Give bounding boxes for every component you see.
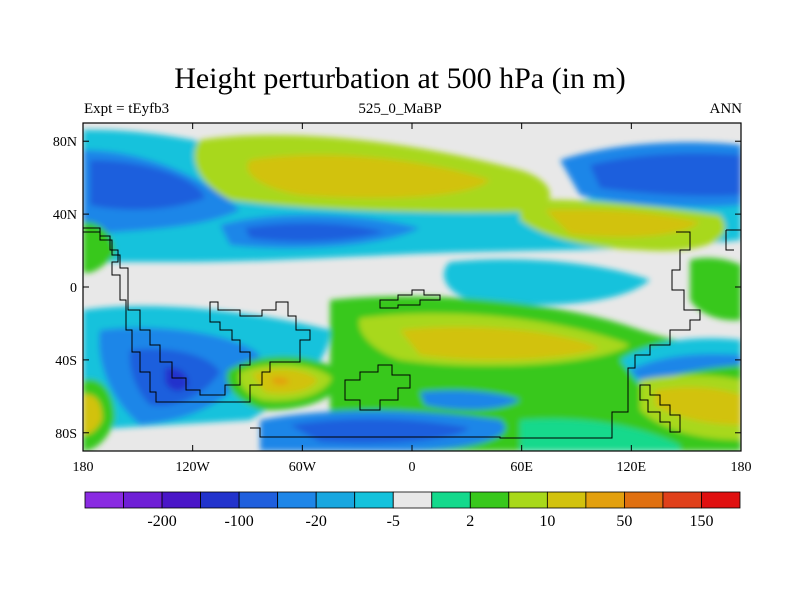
x-tick-label: 180: [73, 460, 94, 475]
colorbar-swatch: [469, 491, 510, 509]
contour-region: [83, 394, 103, 435]
contour-region: [420, 390, 520, 410]
colorbar-swatch: [277, 491, 317, 509]
contour-region: [655, 387, 741, 425]
colorbar-swatch: [431, 491, 471, 509]
contour-region: [272, 377, 290, 385]
coastline: [639, 384, 681, 433]
colorbar-swatch: [546, 491, 587, 509]
contour-region: [520, 418, 680, 451]
period-label: 525_0_MaBP: [358, 101, 442, 117]
contour-region: [245, 223, 385, 242]
x-tick-label: 120E: [617, 460, 647, 475]
x-tick-label: 120W: [176, 460, 211, 475]
x-tick-label: 0: [409, 460, 416, 475]
colorbar-label: -20: [306, 513, 327, 530]
colorbar-swatch: [701, 491, 741, 509]
experiment-label: Expt = tEyfb3: [84, 101, 170, 117]
contour-region: [90, 160, 205, 210]
contour-region: [247, 154, 490, 199]
x-axis: 180 120W 60W 0 60E 120E 180: [73, 123, 752, 475]
y-tick-label: 80S: [55, 427, 77, 442]
colorbar-swatch: [315, 491, 356, 509]
contour-region: [165, 367, 189, 391]
colorbar-label: -5: [387, 513, 400, 530]
colorbar-label: -200: [147, 513, 176, 530]
coastline: [250, 231, 701, 439]
contour-region: [444, 259, 650, 305]
coastline: [83, 227, 311, 403]
colorbar-swatch: [123, 491, 163, 509]
colorbar-swatch: [161, 491, 201, 509]
contour-region: [545, 209, 700, 238]
coastline: [725, 229, 741, 251]
contour-field: [83, 129, 741, 451]
season-label: ANN: [709, 101, 743, 117]
y-tick-label: 40S: [55, 354, 77, 369]
x-tick-label: 60E: [510, 460, 533, 475]
x-tick-label: 180: [731, 460, 752, 475]
colorbar: -200 -100 -20 -5 2 10 50 150: [84, 491, 741, 530]
colorbar-label: 50: [616, 513, 632, 530]
contour-region: [690, 257, 741, 321]
coastline: [344, 364, 411, 411]
colorbar-swatch: [238, 491, 279, 509]
colorbar-swatch: [354, 491, 394, 509]
colorbar-swatch: [662, 491, 702, 509]
coastline: [379, 289, 441, 309]
colorbar-swatch: [392, 491, 433, 509]
colorbar-label: 150: [689, 513, 713, 530]
colorbar-swatch: [508, 491, 548, 509]
y-tick-label: 0: [70, 281, 77, 296]
contour-region: [400, 326, 600, 360]
plot-title: Height perturbation at 500 hPa (in m): [174, 62, 626, 95]
y-axis: 80N 40N 0 40S 80S: [53, 135, 741, 442]
y-tick-label: 40N: [53, 208, 77, 223]
colorbar-label: -100: [224, 513, 253, 530]
colorbar-swatch: [624, 491, 664, 509]
colorbar-label: 2: [466, 513, 474, 530]
contour-region: [83, 221, 115, 273]
x-tick-label: 60W: [289, 460, 317, 475]
colorbar-label: 10: [539, 513, 555, 530]
colorbar-swatch: [84, 491, 124, 509]
colorbar-swatch: [585, 491, 625, 509]
y-tick-label: 80N: [53, 135, 77, 150]
colorbar-swatch: [200, 491, 240, 509]
continent-outlines: [83, 227, 741, 439]
contour-region: [590, 153, 741, 197]
